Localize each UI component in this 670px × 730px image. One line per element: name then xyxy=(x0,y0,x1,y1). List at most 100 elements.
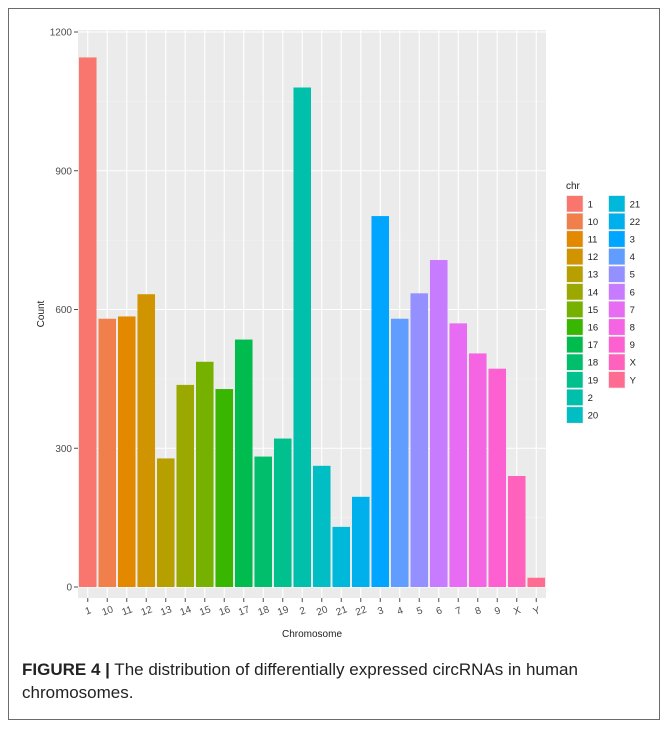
legend-label: 1 xyxy=(588,199,593,210)
legend-key-2 xyxy=(566,389,583,406)
bar-chr-4 xyxy=(390,318,409,587)
x-tick-label: 17 xyxy=(237,604,252,618)
bar-chr-5 xyxy=(410,293,429,587)
x-tick-label: 10 xyxy=(101,604,116,618)
bar-chr-10 xyxy=(98,318,117,587)
x-tick-label: 11 xyxy=(120,604,134,618)
x-tick-label: 22 xyxy=(354,604,369,618)
figure-frame xyxy=(8,8,660,720)
legend-key-13 xyxy=(566,266,583,283)
legend-label: 8 xyxy=(630,323,635,334)
bar-chr-1 xyxy=(78,57,97,587)
legend-key-10 xyxy=(566,213,583,230)
x-tick-label: 13 xyxy=(159,604,174,618)
bar-chr-12 xyxy=(137,294,156,587)
legend-label: 7 xyxy=(630,305,635,316)
legend-key-3 xyxy=(608,231,625,247)
legend-label: X xyxy=(630,358,637,369)
bar-chr-16 xyxy=(215,389,234,587)
legend-key-22 xyxy=(608,213,625,230)
legend-label: 14 xyxy=(588,287,599,298)
bar-chr-6 xyxy=(429,260,448,587)
legend-key-14 xyxy=(566,283,583,300)
bar-chr-Y xyxy=(527,577,546,587)
legend-label: 15 xyxy=(588,305,599,316)
legend-key-15 xyxy=(566,301,583,318)
legend-key-19 xyxy=(566,371,583,388)
legend-key-6 xyxy=(608,283,625,300)
bar-chr-17 xyxy=(234,339,253,587)
legend-label: 9 xyxy=(630,340,635,351)
legend-title: chr xyxy=(566,181,581,192)
legend-key-20 xyxy=(566,407,583,423)
bar-chr-14 xyxy=(176,384,195,587)
y-tick-label: 900 xyxy=(55,166,72,177)
x-tick-label: 1 xyxy=(84,605,93,617)
legend-label: 12 xyxy=(588,252,599,263)
bar-chr-21 xyxy=(332,526,351,587)
figure-caption: FIGURE 4 | The distribution of different… xyxy=(22,658,642,704)
legend-label: 4 xyxy=(630,252,635,263)
x-tick-label: 9 xyxy=(493,605,502,617)
x-tick-label: 20 xyxy=(315,604,330,618)
legend-label: 20 xyxy=(588,411,599,422)
bar-chr-22 xyxy=(351,496,370,587)
y-tick-label: 0 xyxy=(66,583,72,594)
legend-label: 21 xyxy=(630,199,641,210)
y-axis-title: Count xyxy=(36,300,47,327)
x-tick-label: 12 xyxy=(140,604,155,618)
figure-label: FIGURE 4 | xyxy=(22,660,110,679)
bar-chr-2 xyxy=(293,87,312,587)
legend-key-X xyxy=(608,354,625,371)
legend-label: 6 xyxy=(630,287,635,298)
legend-label: 2 xyxy=(588,393,593,404)
bar-chr-3 xyxy=(371,216,390,587)
x-tick-label: 5 xyxy=(415,605,424,617)
bar-chr-11 xyxy=(117,316,136,587)
bar-chr-8 xyxy=(468,353,487,587)
plot-panel xyxy=(78,30,546,598)
legend-key-17 xyxy=(566,336,583,353)
y-tick-label: 300 xyxy=(55,444,72,455)
legend-key-21 xyxy=(608,195,625,212)
legend-label: Y xyxy=(630,375,637,386)
x-tick-label: 7 xyxy=(454,605,463,617)
x-tick-label: 19 xyxy=(276,604,291,618)
legend-label: 22 xyxy=(630,217,641,228)
legend-label: 11 xyxy=(588,235,598,246)
legend-key-5 xyxy=(608,266,625,283)
legend-label: 13 xyxy=(588,270,599,281)
legend-key-16 xyxy=(566,319,583,335)
legend-label: 19 xyxy=(588,375,599,386)
x-tick-label: 4 xyxy=(396,605,405,617)
x-tick-label: 3 xyxy=(376,605,385,617)
x-tick-label: 16 xyxy=(218,604,233,618)
legend-key-11 xyxy=(566,231,583,247)
legend-key-9 xyxy=(608,336,625,353)
x-tick-label: 18 xyxy=(257,604,272,618)
legend-key-12 xyxy=(566,248,583,265)
legend-key-1 xyxy=(566,195,583,212)
x-tick-label: X xyxy=(512,605,522,618)
x-tick-label: 6 xyxy=(435,605,444,617)
bar-chr-13 xyxy=(156,458,175,587)
x-tick-label: 14 xyxy=(179,604,194,618)
legend-key-4 xyxy=(608,248,625,265)
bar-chr-18 xyxy=(254,456,273,587)
legend-label: 3 xyxy=(630,235,635,246)
y-tick-label: 600 xyxy=(55,305,72,316)
legend-key-7 xyxy=(608,301,625,318)
caption-text: The distribution of differentially expre… xyxy=(22,660,578,702)
bar-chr-X xyxy=(507,476,526,587)
bar-chr-19 xyxy=(273,438,292,587)
legend-key-8 xyxy=(608,319,625,335)
x-axis-title: Chromosome xyxy=(282,629,342,640)
legend-label: 17 xyxy=(588,340,599,351)
bar-chr-9 xyxy=(488,368,507,587)
legend-label: 10 xyxy=(588,217,599,228)
legend-key-Y xyxy=(608,371,625,388)
legend-label: 5 xyxy=(630,270,635,281)
bar-chr-15 xyxy=(195,361,214,587)
x-tick-label: 15 xyxy=(198,604,213,618)
